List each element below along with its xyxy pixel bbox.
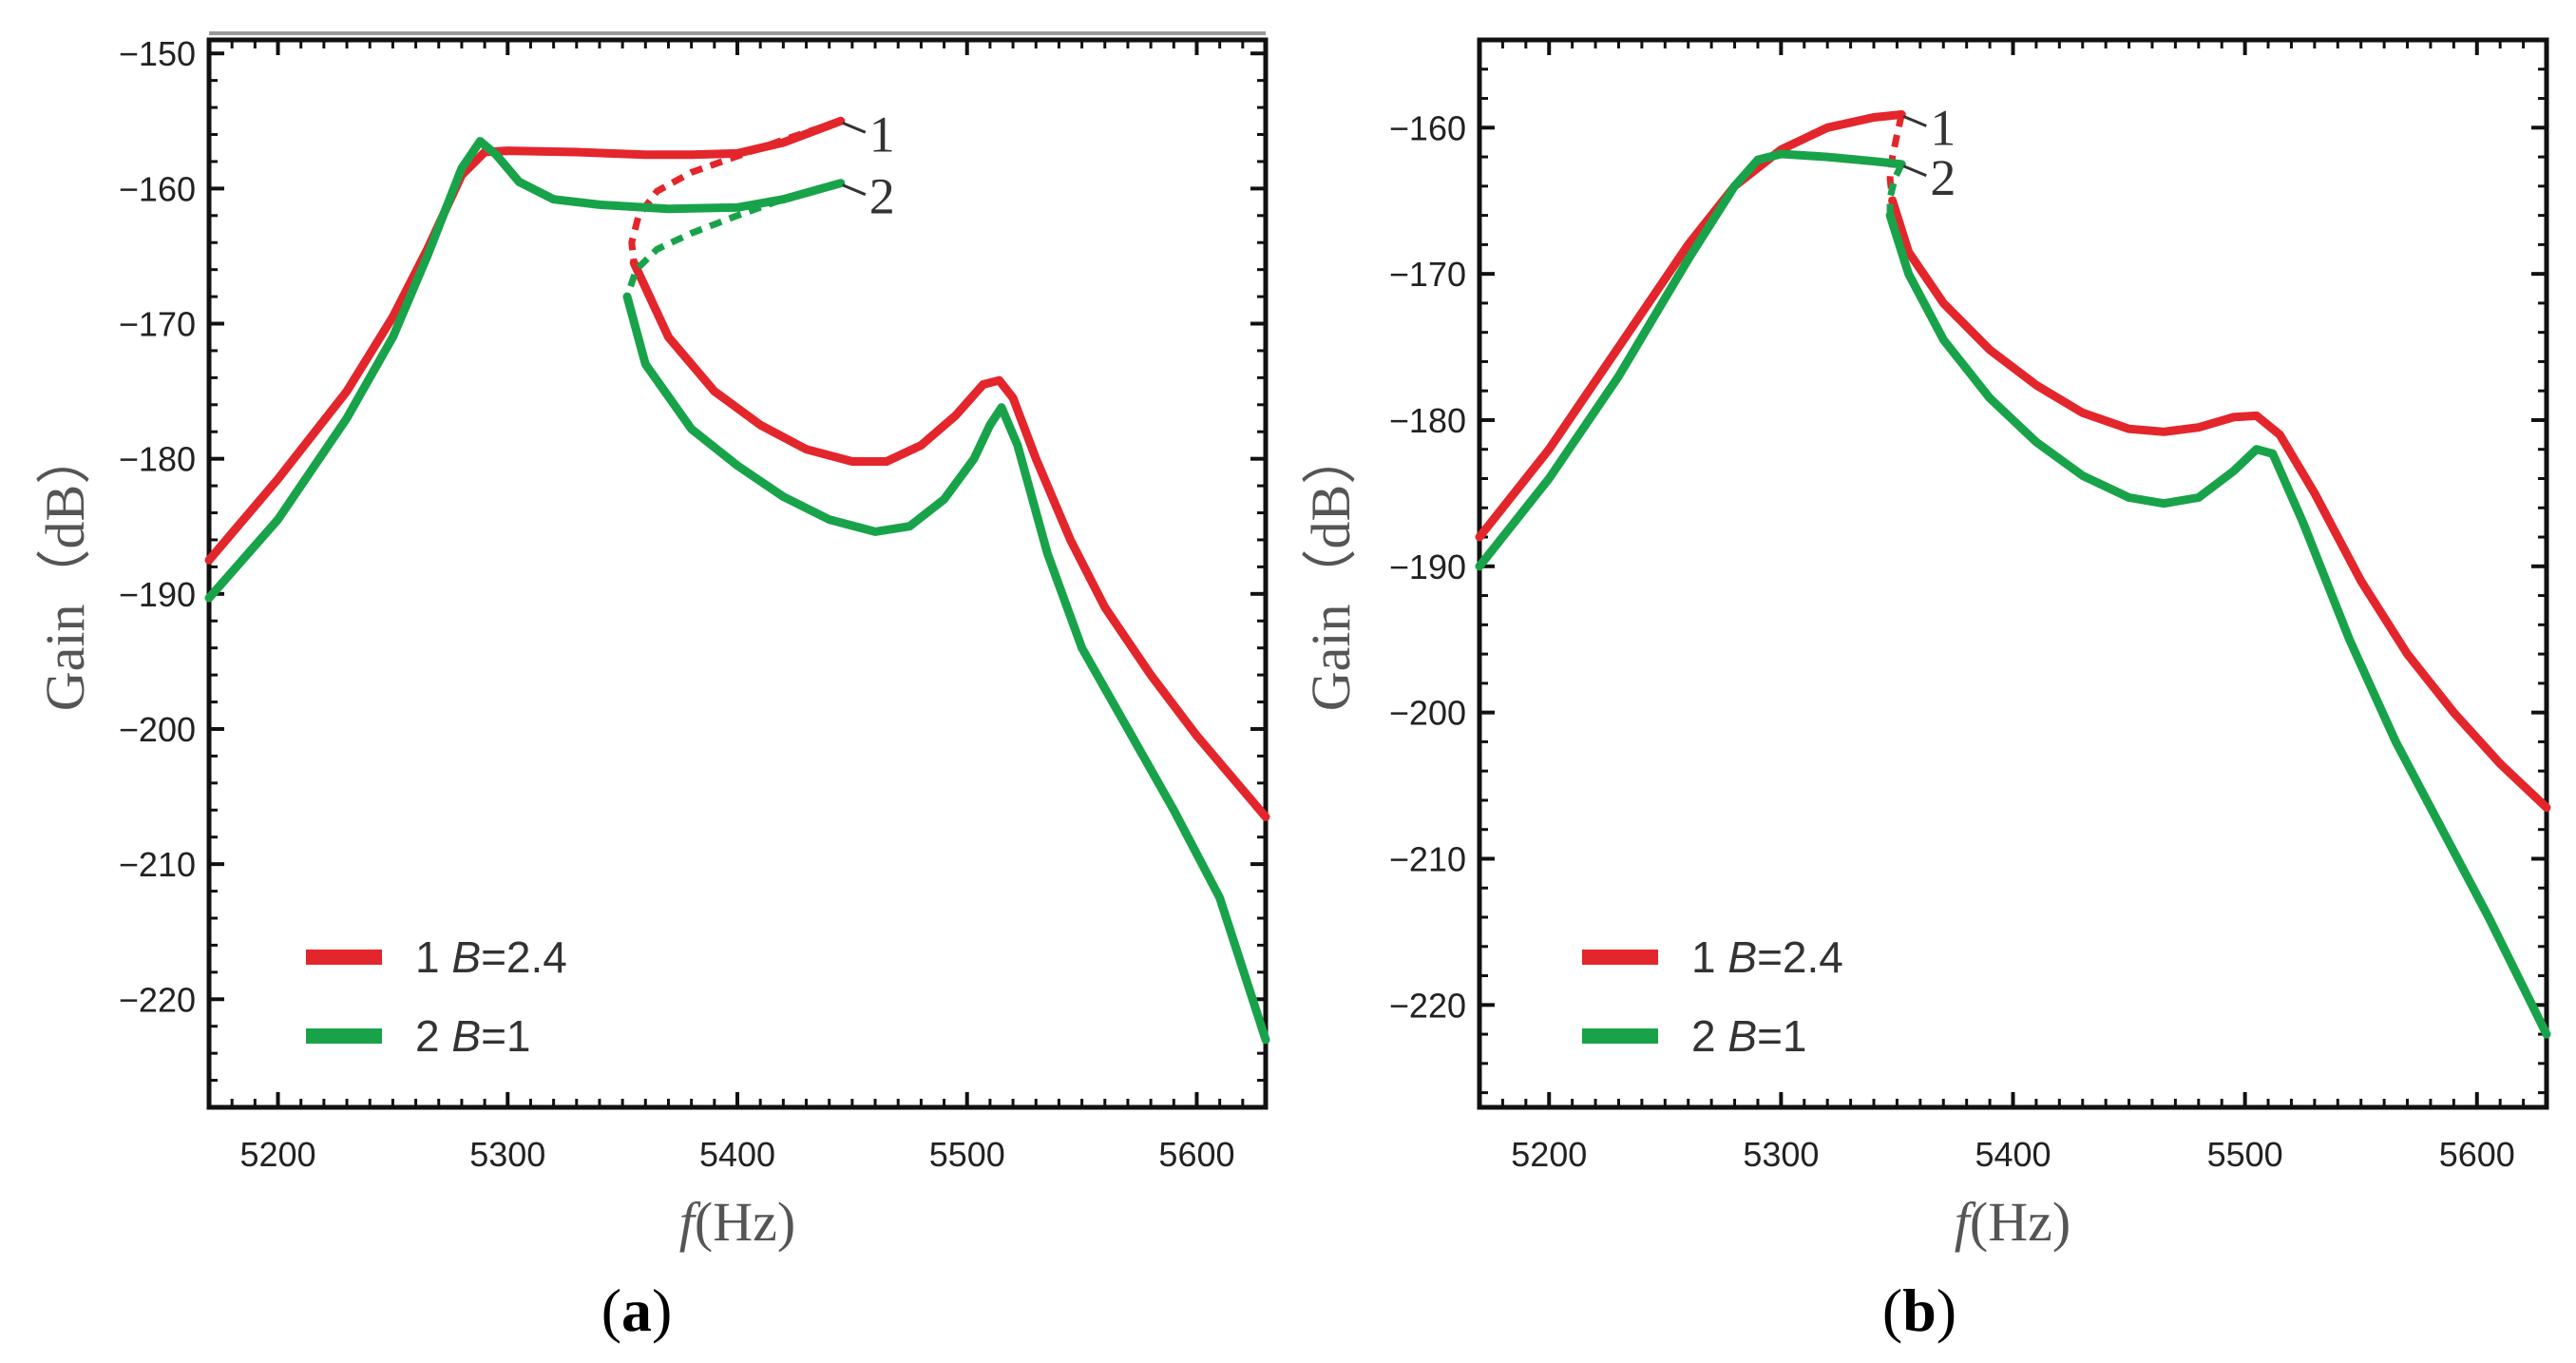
legend-number: 2 [1691, 1011, 1727, 1061]
y-tick-label: −190 [119, 575, 196, 614]
plot-frame [206, 37, 1269, 1110]
y-axis-title: Gain（dB） [1300, 430, 1362, 711]
y-tick-label: −220 [1389, 986, 1466, 1025]
y-tick-label: −220 [119, 980, 196, 1019]
y-tick-label: −170 [119, 305, 196, 344]
legend: 1 B=2.4 2 B=1 [1582, 932, 1843, 1061]
y-tick-label: −160 [119, 169, 196, 208]
x-axis-title: f(Hz) [1955, 1191, 2070, 1253]
legend-symbol: B [1727, 932, 1757, 982]
y-tick-labels: −160 −170 −180 −190 −200 −210 −220 [1389, 108, 1466, 1025]
legend-value: =1 [481, 1011, 530, 1061]
legend-number: 1 [1691, 932, 1727, 982]
x-tick-label: 5300 [469, 1135, 545, 1174]
legend-number: 1 [415, 932, 451, 982]
x-tick-label: 5600 [2439, 1135, 2515, 1174]
curve-label-leader [1902, 115, 1927, 127]
legend: 1 B=2.4 2 B=1 [306, 932, 567, 1061]
x-axis-title: f(Hz) [679, 1191, 795, 1253]
series-2-solid-segment-1 [1475, 149, 1906, 571]
x-tick-label: 5600 [1158, 1135, 1234, 1174]
x-tick-label: 5500 [929, 1135, 1005, 1174]
y-tick-label: −200 [1389, 694, 1466, 733]
x-tick-label: 5500 [2207, 1135, 2283, 1174]
x-tick-label: 5400 [699, 1135, 775, 1174]
series-1-solid-segment-2 [1888, 196, 2551, 813]
legend-symbol: B [451, 932, 481, 982]
curve-label-leader [842, 183, 867, 197]
series-2-solid-segment-2 [1885, 211, 2551, 1039]
curve-labels: 12 [842, 106, 895, 225]
chart-panel-b: −160 −170 −180 −190 −200 −210 −220 5200 5300 540… [1300, 37, 2551, 1344]
series-2-unstable-branch-1 [623, 180, 842, 298]
ticks [1478, 38, 2548, 1107]
y-tick-labels: −150 −160 −170 −180 −190 −200 −210 −220 [119, 34, 196, 1019]
curve-label-2: 2 [1930, 149, 1956, 206]
y-tick-label: −180 [119, 440, 196, 479]
legend-symbol: B [451, 1011, 481, 1061]
x-tick-label: 5300 [1743, 1135, 1819, 1174]
curves [204, 116, 1270, 1045]
y-tick-label: −190 [1389, 547, 1466, 586]
legend-value: =2.4 [481, 932, 567, 982]
y-tick-label: −150 [119, 34, 196, 73]
x-tick-label: 5200 [239, 1135, 315, 1174]
x-tick-labels: 5200 5300 5400 5500 5600 [1511, 1135, 2515, 1174]
series-1-solid-segment-1 [1475, 110, 1906, 542]
series-2-solid-segment-1 [204, 137, 846, 603]
series-1-unstable-branch-1 [628, 117, 842, 263]
plot-frame [1477, 37, 2549, 1110]
curve-label-2: 2 [869, 168, 895, 225]
series-2-solid-segment-2 [622, 292, 1270, 1045]
curve-label-leader [1902, 164, 1927, 178]
curve-label-1: 1 [1930, 99, 1956, 156]
panel-label: (b) [1882, 1277, 1956, 1344]
x-tick-label: 5200 [1511, 1135, 1587, 1174]
y-tick-label: −200 [119, 710, 196, 749]
legend-label: 1 B=2.4 [415, 932, 567, 982]
ticks [207, 40, 1268, 1109]
legend-value: =1 [1757, 1011, 1806, 1061]
legend-label: 1 B=2.4 [1691, 932, 1843, 982]
curves [1475, 110, 2551, 1039]
chart-panel-a: −150 −160 −170 −180 −190 −200 −210 −220 5200 530… [34, 31, 1270, 1344]
series-2-unstable-branch-1 [1886, 163, 1905, 216]
series-1-solid-segment-2 [629, 259, 1270, 821]
x-tick-labels: 5200 5300 5400 5500 5600 [239, 1135, 1234, 1174]
curve-label-1: 1 [869, 106, 895, 163]
y-tick-label: −180 [1389, 401, 1466, 440]
legend-label: 2 B=1 [415, 1011, 531, 1061]
y-axis-title: Gain（dB） [34, 430, 96, 711]
y-tick-label: −170 [1389, 255, 1466, 294]
y-tick-label: −210 [1389, 839, 1466, 878]
legend-label: 2 B=1 [1691, 1011, 1807, 1061]
curve-label-leader [842, 121, 867, 134]
legend-number: 2 [415, 1011, 451, 1061]
curve-labels: 12 [1902, 99, 1956, 206]
y-tick-label: −210 [119, 845, 196, 884]
legend-symbol: B [1727, 1011, 1757, 1061]
panel-label: (a) [601, 1277, 673, 1344]
y-tick-label: −160 [1389, 108, 1466, 147]
legend-value: =2.4 [1757, 932, 1843, 982]
x-tick-label: 5400 [1975, 1135, 2051, 1174]
